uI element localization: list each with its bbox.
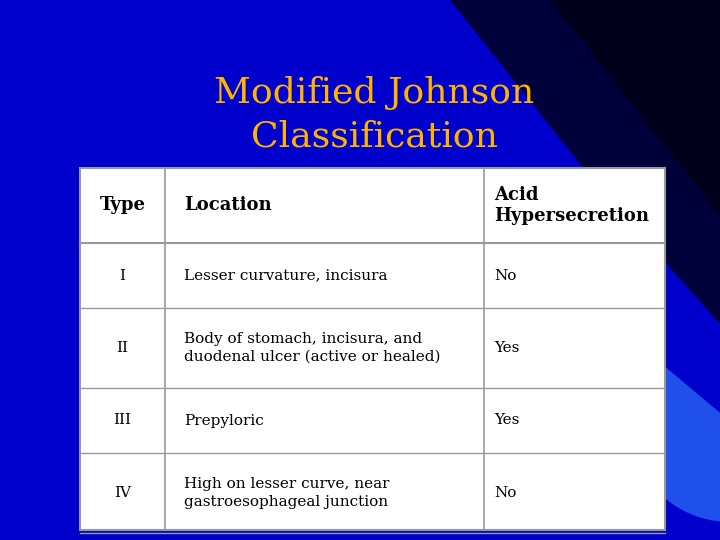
Text: Yes: Yes bbox=[495, 341, 520, 355]
Text: Lesser curvature, incisura: Lesser curvature, incisura bbox=[184, 268, 387, 282]
Text: Type: Type bbox=[99, 197, 145, 214]
Polygon shape bbox=[450, 0, 720, 324]
Bar bbox=[80, 168, 665, 530]
Text: Body of stomach, incisura, and
duodenal ulcer (active or healed): Body of stomach, incisura, and duodenal … bbox=[184, 332, 441, 363]
Text: IV: IV bbox=[114, 486, 131, 500]
Text: High on lesser curve, near
gastroesophageal junction: High on lesser curve, near gastroesophag… bbox=[184, 477, 390, 509]
Text: II: II bbox=[117, 341, 128, 355]
Wedge shape bbox=[629, 356, 720, 522]
Polygon shape bbox=[550, 0, 720, 216]
Text: Location: Location bbox=[184, 197, 271, 214]
Text: III: III bbox=[114, 414, 132, 428]
Text: No: No bbox=[495, 486, 517, 500]
Text: Acid
Hypersecretion: Acid Hypersecretion bbox=[495, 186, 649, 225]
Text: Prepyloric: Prepyloric bbox=[184, 414, 264, 428]
Text: I: I bbox=[120, 268, 125, 282]
Text: No: No bbox=[495, 268, 517, 282]
Text: Yes: Yes bbox=[495, 414, 520, 428]
Text: Modified Johnson
Classification: Modified Johnson Classification bbox=[215, 76, 534, 153]
